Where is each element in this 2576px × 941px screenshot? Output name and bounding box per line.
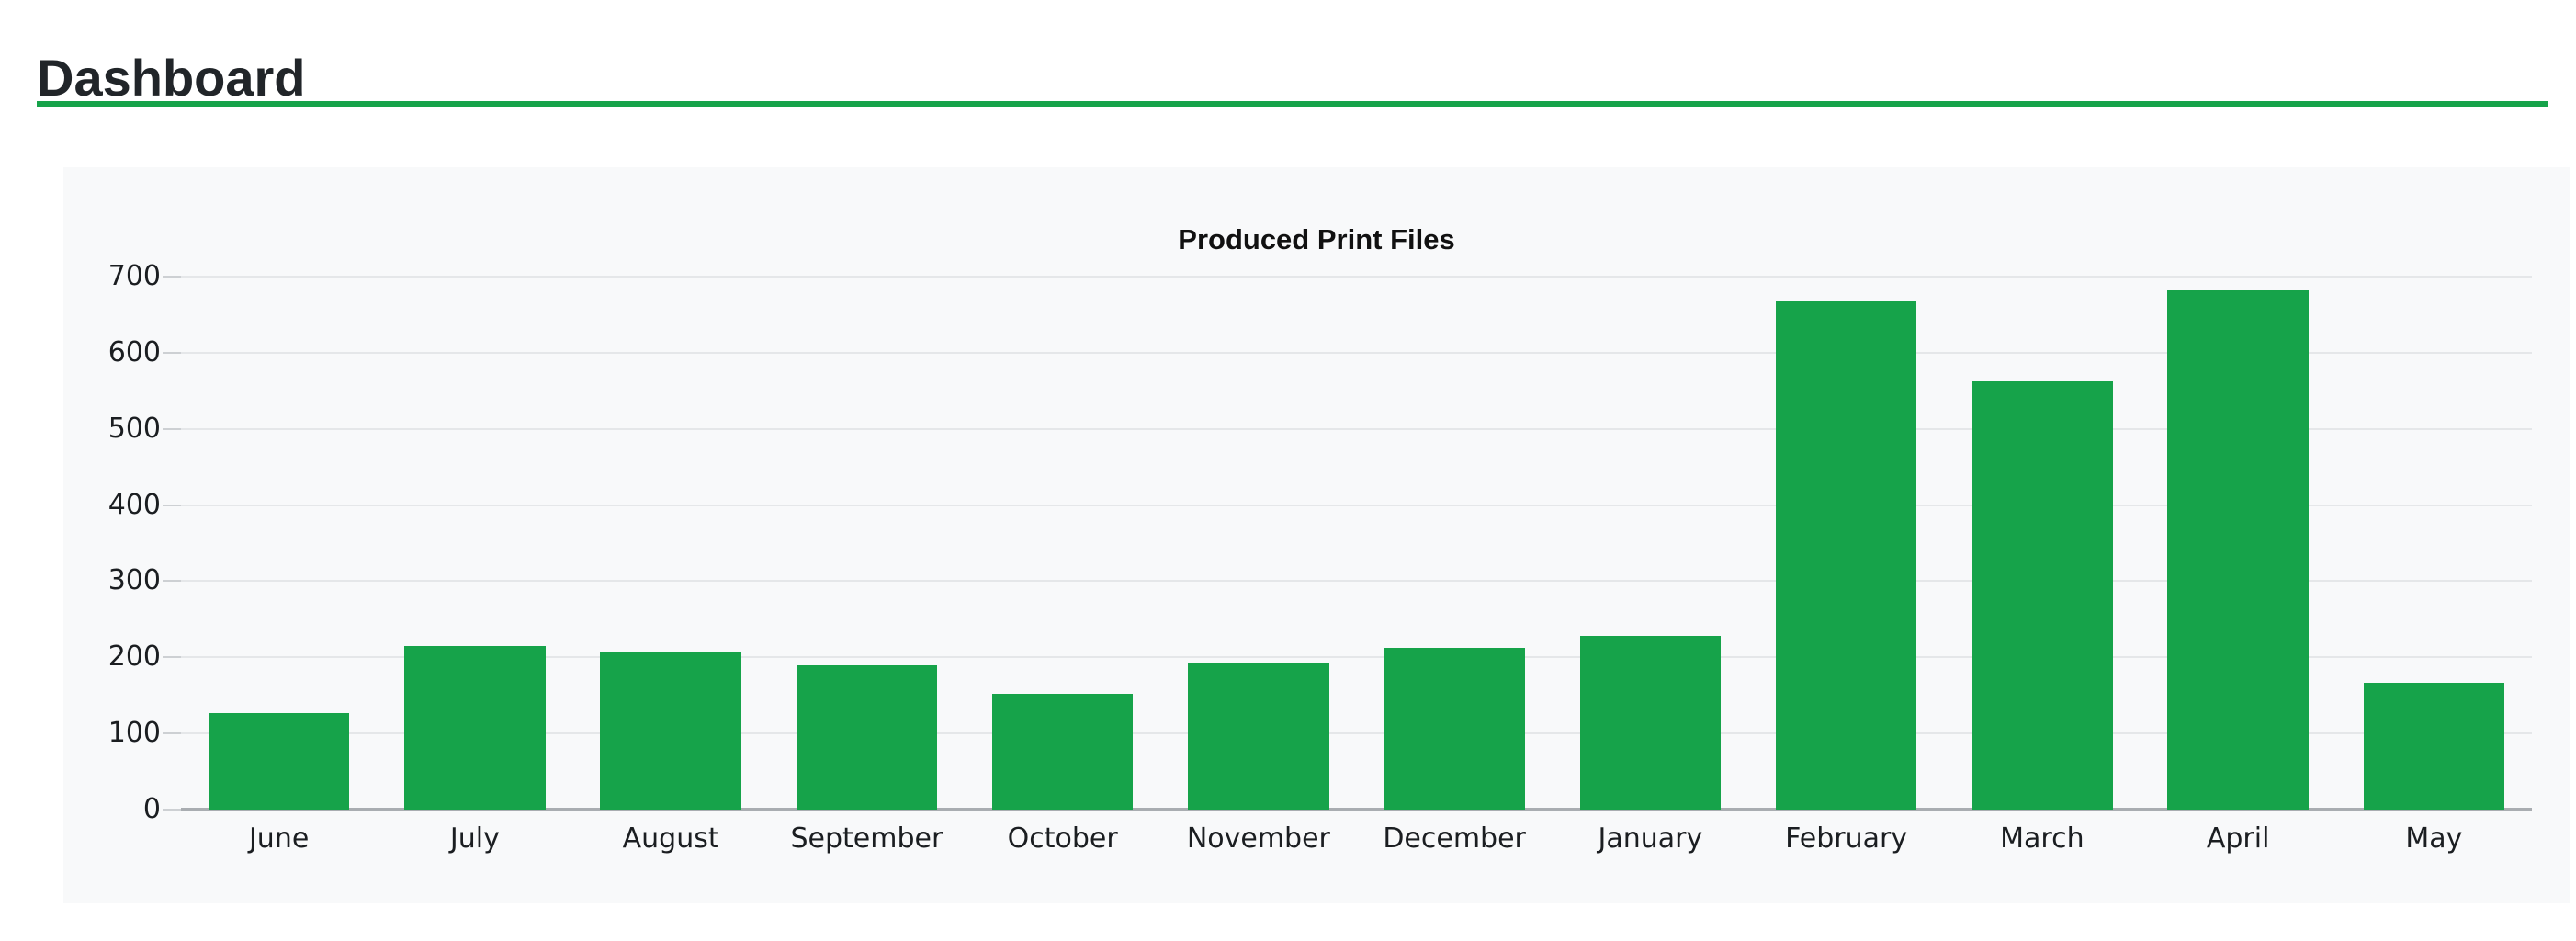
- x-axis-tick-label: December: [1383, 822, 1526, 855]
- y-tick-mark: [163, 351, 181, 354]
- x-axis-tick-label: January: [1598, 822, 1703, 855]
- x-axis-tick-label: September: [790, 822, 943, 855]
- chart-title: Produced Print Files: [1178, 223, 1455, 255]
- y-tick-mark: [163, 276, 181, 278]
- bar-july[interactable]: [404, 645, 546, 810]
- y-gridline: [181, 276, 2532, 278]
- bar-april[interactable]: [2167, 289, 2309, 810]
- x-axis-tick-label: February: [1785, 822, 1908, 855]
- x-axis-line: [181, 808, 2532, 811]
- bar-august[interactable]: [600, 652, 741, 810]
- x-axis-tick-label: April: [2206, 822, 2270, 855]
- y-axis-tick-label: 0: [142, 793, 161, 825]
- bar-march[interactable]: [1972, 381, 2113, 810]
- y-tick-mark: [163, 732, 181, 735]
- y-tick-mark: [163, 809, 181, 811]
- x-axis-tick-label: July: [449, 822, 500, 855]
- x-axis-tick-label: October: [1007, 822, 1118, 855]
- y-axis-tick-label: 600: [107, 335, 161, 368]
- title-underline-accent: [37, 101, 2548, 107]
- y-axis-tick-label: 200: [107, 641, 161, 674]
- x-axis-tick-label: November: [1186, 822, 1330, 855]
- bar-november[interactable]: [1188, 663, 1329, 810]
- x-axis-tick-label: March: [2000, 822, 2085, 855]
- bar-february[interactable]: [1775, 300, 1917, 810]
- bar-may[interactable]: [2363, 683, 2505, 810]
- y-gridline: [181, 504, 2532, 506]
- bar-january[interactable]: [1579, 636, 1722, 810]
- y-gridline: [181, 732, 2532, 735]
- page-title: Dashboard: [37, 49, 306, 107]
- y-tick-mark: [163, 580, 181, 583]
- y-axis-tick-label: 700: [107, 260, 161, 292]
- y-axis-tick-label: 500: [107, 412, 161, 445]
- bar-december[interactable]: [1384, 648, 1525, 810]
- y-gridline: [181, 427, 2532, 430]
- y-gridline: [181, 580, 2532, 583]
- y-gridline: [181, 656, 2532, 659]
- y-tick-mark: [163, 427, 181, 430]
- bar-october[interactable]: [991, 694, 1134, 810]
- x-axis-tick-label: August: [622, 822, 719, 855]
- chart-card: Produced Print Files 0 100 200 300 400 500 600…: [63, 167, 2570, 903]
- x-axis-tick-label: May: [2405, 822, 2463, 855]
- y-tick-mark: [163, 656, 181, 659]
- y-axis-tick-label: 300: [107, 564, 161, 597]
- x-axis-tick-label: June: [248, 822, 310, 855]
- y-tick-mark: [163, 504, 181, 506]
- y-axis-tick-label: 400: [107, 488, 161, 521]
- bar-june[interactable]: [208, 712, 350, 810]
- bar-september[interactable]: [796, 665, 938, 810]
- y-gridline: [181, 351, 2532, 354]
- plot-area: [181, 276, 2532, 811]
- y-axis-tick-label: 100: [107, 717, 161, 750]
